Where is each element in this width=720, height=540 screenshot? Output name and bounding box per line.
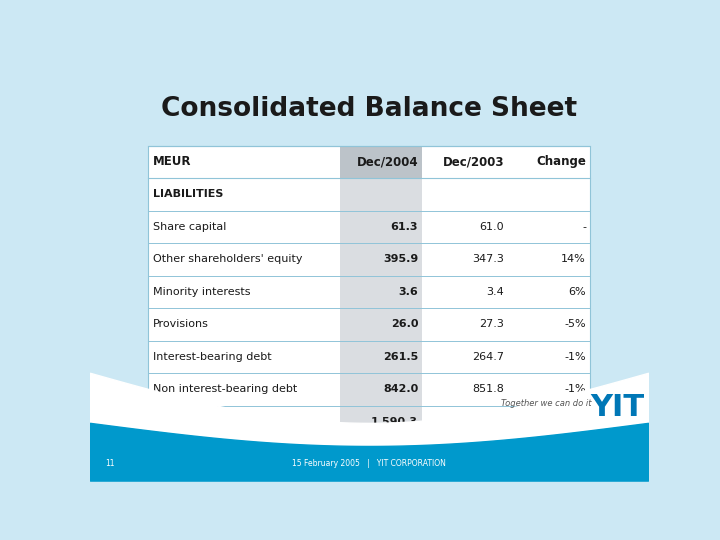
Text: 6%: 6% bbox=[568, 287, 586, 297]
Text: 11: 11 bbox=[106, 459, 115, 468]
Text: 3.4: 3.4 bbox=[487, 287, 504, 297]
Text: 1,590.3: 1,590.3 bbox=[371, 417, 418, 427]
Text: MEUR: MEUR bbox=[153, 156, 192, 168]
Text: Other shareholders' equity: Other shareholders' equity bbox=[153, 254, 302, 265]
Text: 2%: 2% bbox=[568, 417, 586, 427]
Text: Interest-bearing debt: Interest-bearing debt bbox=[153, 352, 271, 362]
Text: Non interest-bearing debt: Non interest-bearing debt bbox=[153, 384, 297, 395]
Text: 26.0: 26.0 bbox=[391, 320, 418, 329]
Text: Share capital: Share capital bbox=[153, 222, 226, 232]
Text: 264.7: 264.7 bbox=[472, 352, 504, 362]
Text: Total liabilities: Total liabilities bbox=[153, 417, 244, 427]
Text: Consolidated Balance Sheet: Consolidated Balance Sheet bbox=[161, 96, 577, 122]
Text: -: - bbox=[582, 222, 586, 232]
Text: 1,555.5: 1,555.5 bbox=[462, 417, 504, 427]
Bar bbox=[341, 146, 422, 178]
Text: 261.5: 261.5 bbox=[383, 352, 418, 362]
Text: -1%: -1% bbox=[564, 384, 586, 395]
Text: 27.3: 27.3 bbox=[480, 320, 504, 329]
Text: -5%: -5% bbox=[564, 320, 586, 329]
Text: 15 February 2005   |   YIT CORPORATION: 15 February 2005 | YIT CORPORATION bbox=[292, 459, 446, 468]
Text: Change: Change bbox=[536, 156, 586, 168]
Bar bbox=[148, 146, 590, 438]
Text: 842.0: 842.0 bbox=[383, 384, 418, 395]
Text: Minority interests: Minority interests bbox=[153, 287, 251, 297]
Text: 14%: 14% bbox=[562, 254, 586, 265]
Text: Together we can do it: Together we can do it bbox=[500, 399, 591, 408]
Text: 347.3: 347.3 bbox=[472, 254, 504, 265]
Text: LIABILITIES: LIABILITIES bbox=[153, 190, 223, 199]
Text: YIT: YIT bbox=[590, 393, 644, 422]
Text: 851.8: 851.8 bbox=[472, 384, 504, 395]
Text: Dec/2004: Dec/2004 bbox=[356, 156, 418, 168]
Text: -1%: -1% bbox=[564, 352, 586, 362]
Text: Provisions: Provisions bbox=[153, 320, 209, 329]
Text: 3.6: 3.6 bbox=[398, 287, 418, 297]
Bar bbox=[341, 146, 422, 438]
Text: Dec/2003: Dec/2003 bbox=[443, 156, 504, 168]
Text: 61.0: 61.0 bbox=[480, 222, 504, 232]
Text: 395.9: 395.9 bbox=[383, 254, 418, 265]
Text: 61.3: 61.3 bbox=[391, 222, 418, 232]
